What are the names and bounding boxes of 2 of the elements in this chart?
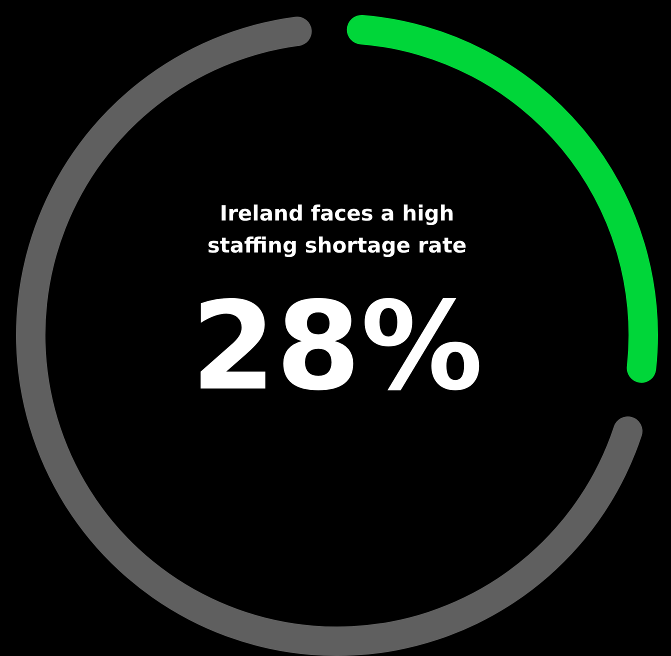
- text: 28%: [190, 276, 484, 418]
- text: Ireland faces a high staffing shortage rate: [207, 201, 467, 258]
